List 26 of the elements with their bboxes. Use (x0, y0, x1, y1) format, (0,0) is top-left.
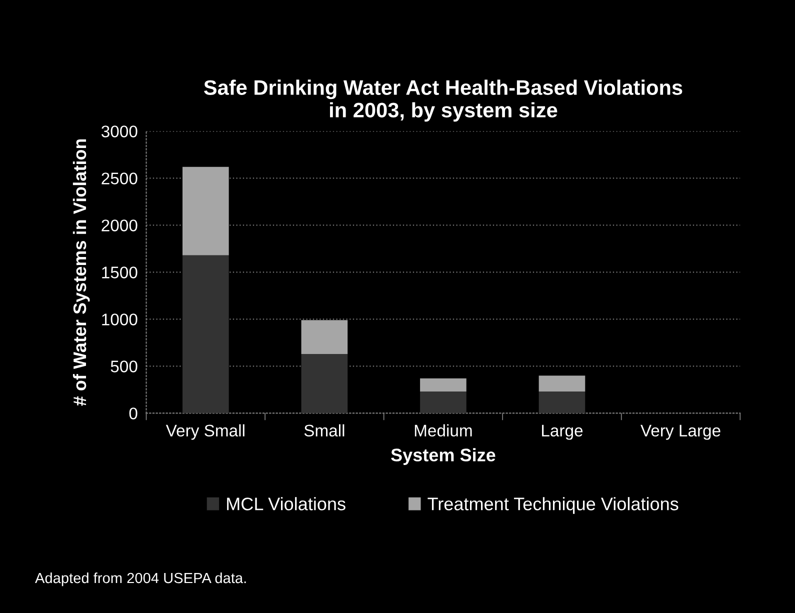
bar (538, 376, 586, 392)
x-tick-label: Very Small (166, 424, 244, 440)
bar (182, 166, 229, 256)
bar (301, 320, 348, 354)
y-tick-label: 1000 (102, 314, 138, 326)
x-axis-title: System Size (391, 448, 496, 465)
chart-title: Safe Drinking Water Act Health-Based Violations in 2003, by system size (204, 80, 682, 122)
bar (182, 255, 229, 414)
text: Adapted from 2004 USEPA data. (35, 572, 246, 586)
y-tick-label: 3000 (102, 126, 138, 138)
y-tick-label: 2500 (102, 172, 138, 184)
x-tick-label: Large (542, 424, 583, 440)
y-tick-label: 500 (110, 360, 138, 372)
legend-label: MCL Violations (227, 497, 346, 510)
y-tick-label: 0 (129, 408, 138, 420)
x-tick-label: Small (304, 424, 344, 437)
x-tick-label: Very Large (640, 424, 720, 440)
bar (301, 354, 348, 414)
y-tick-label: 2000 (102, 220, 138, 232)
bar (538, 392, 586, 414)
legend-label: Treatment Technique Violations (428, 497, 678, 514)
bar (420, 378, 466, 392)
y-tick-label: 1500 (102, 266, 138, 278)
y-axis-title: # of Water Systems in Violation (72, 139, 90, 406)
x-tick-label: Medium (414, 424, 472, 437)
bar (420, 392, 466, 414)
